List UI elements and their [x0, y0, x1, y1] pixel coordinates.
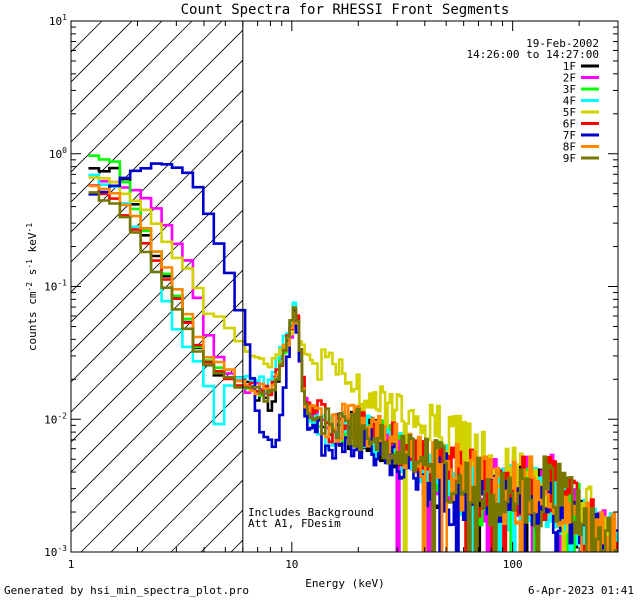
hatch-line — [71, 299, 243, 473]
hatch-line — [71, 269, 243, 443]
footer-timestamp: 6-Apr-2023 01:41 — [528, 584, 634, 597]
legend-label-3F: 3F — [563, 83, 576, 96]
legend-label-5F: 5F — [563, 106, 576, 119]
hatch-line — [71, 359, 243, 533]
hatch-line — [71, 21, 223, 173]
series-line-9F — [88, 191, 618, 552]
legend-label-9F: 9F — [563, 152, 576, 165]
footer-generated-by: Generated by hsi_min_spectra_plot.pro — [4, 584, 249, 597]
y-tick-labels: 101 100 10-1 10-2 10-3 — [44, 13, 67, 559]
y-tick-label: 10-3 — [44, 544, 67, 559]
x-tick-label: 1 — [68, 558, 75, 571]
hatch-line — [71, 329, 243, 503]
annotation-background: Includes Background — [248, 506, 374, 519]
series-layer — [88, 154, 618, 552]
hatch-line — [71, 21, 193, 143]
x-tick-label: 10 — [285, 558, 298, 571]
hatch-line — [110, 419, 243, 552]
legend-label-8F: 8F — [563, 141, 576, 154]
annotation-attenuator: Att A1, FDesim — [248, 517, 341, 530]
hatch-line — [71, 149, 243, 323]
hatch-line — [71, 89, 243, 263]
observation-time-range: 14:26:00 to 14:27:00 — [467, 48, 599, 61]
legend-label-7F: 7F — [563, 129, 576, 142]
legend-label-2F: 2F — [563, 72, 576, 85]
hatch-line — [80, 389, 243, 552]
x-axis-label: Energy (keV) — [305, 577, 384, 590]
observation-date: 19-Feb-2002 — [526, 37, 599, 50]
chart-title: Count Spectra for RHESSI Front Segments — [181, 2, 510, 18]
hatch-line — [140, 449, 243, 552]
hatch-line — [71, 21, 163, 113]
legend-label-6F: 6F — [563, 118, 576, 131]
x-tick-labels: 1 10 100 — [68, 558, 523, 571]
y-axis-label: counts cm-2 s-1 keV-1 — [25, 223, 39, 351]
x-tick-label: 100 — [503, 558, 523, 571]
y-tick-label: 100 — [49, 146, 67, 161]
y-tick-label: 101 — [49, 13, 67, 28]
hatch-line — [71, 239, 243, 413]
axis-ticks — [70, 20, 619, 553]
hatch-line — [71, 29, 243, 203]
hatch-line — [71, 59, 243, 233]
y-tick-label: 10-1 — [44, 279, 67, 294]
legend-label-1F: 1F — [563, 60, 576, 73]
y-tick-label: 10-2 — [44, 411, 67, 426]
hatch-line — [71, 179, 243, 353]
legend-label-4F: 4F — [563, 95, 576, 108]
